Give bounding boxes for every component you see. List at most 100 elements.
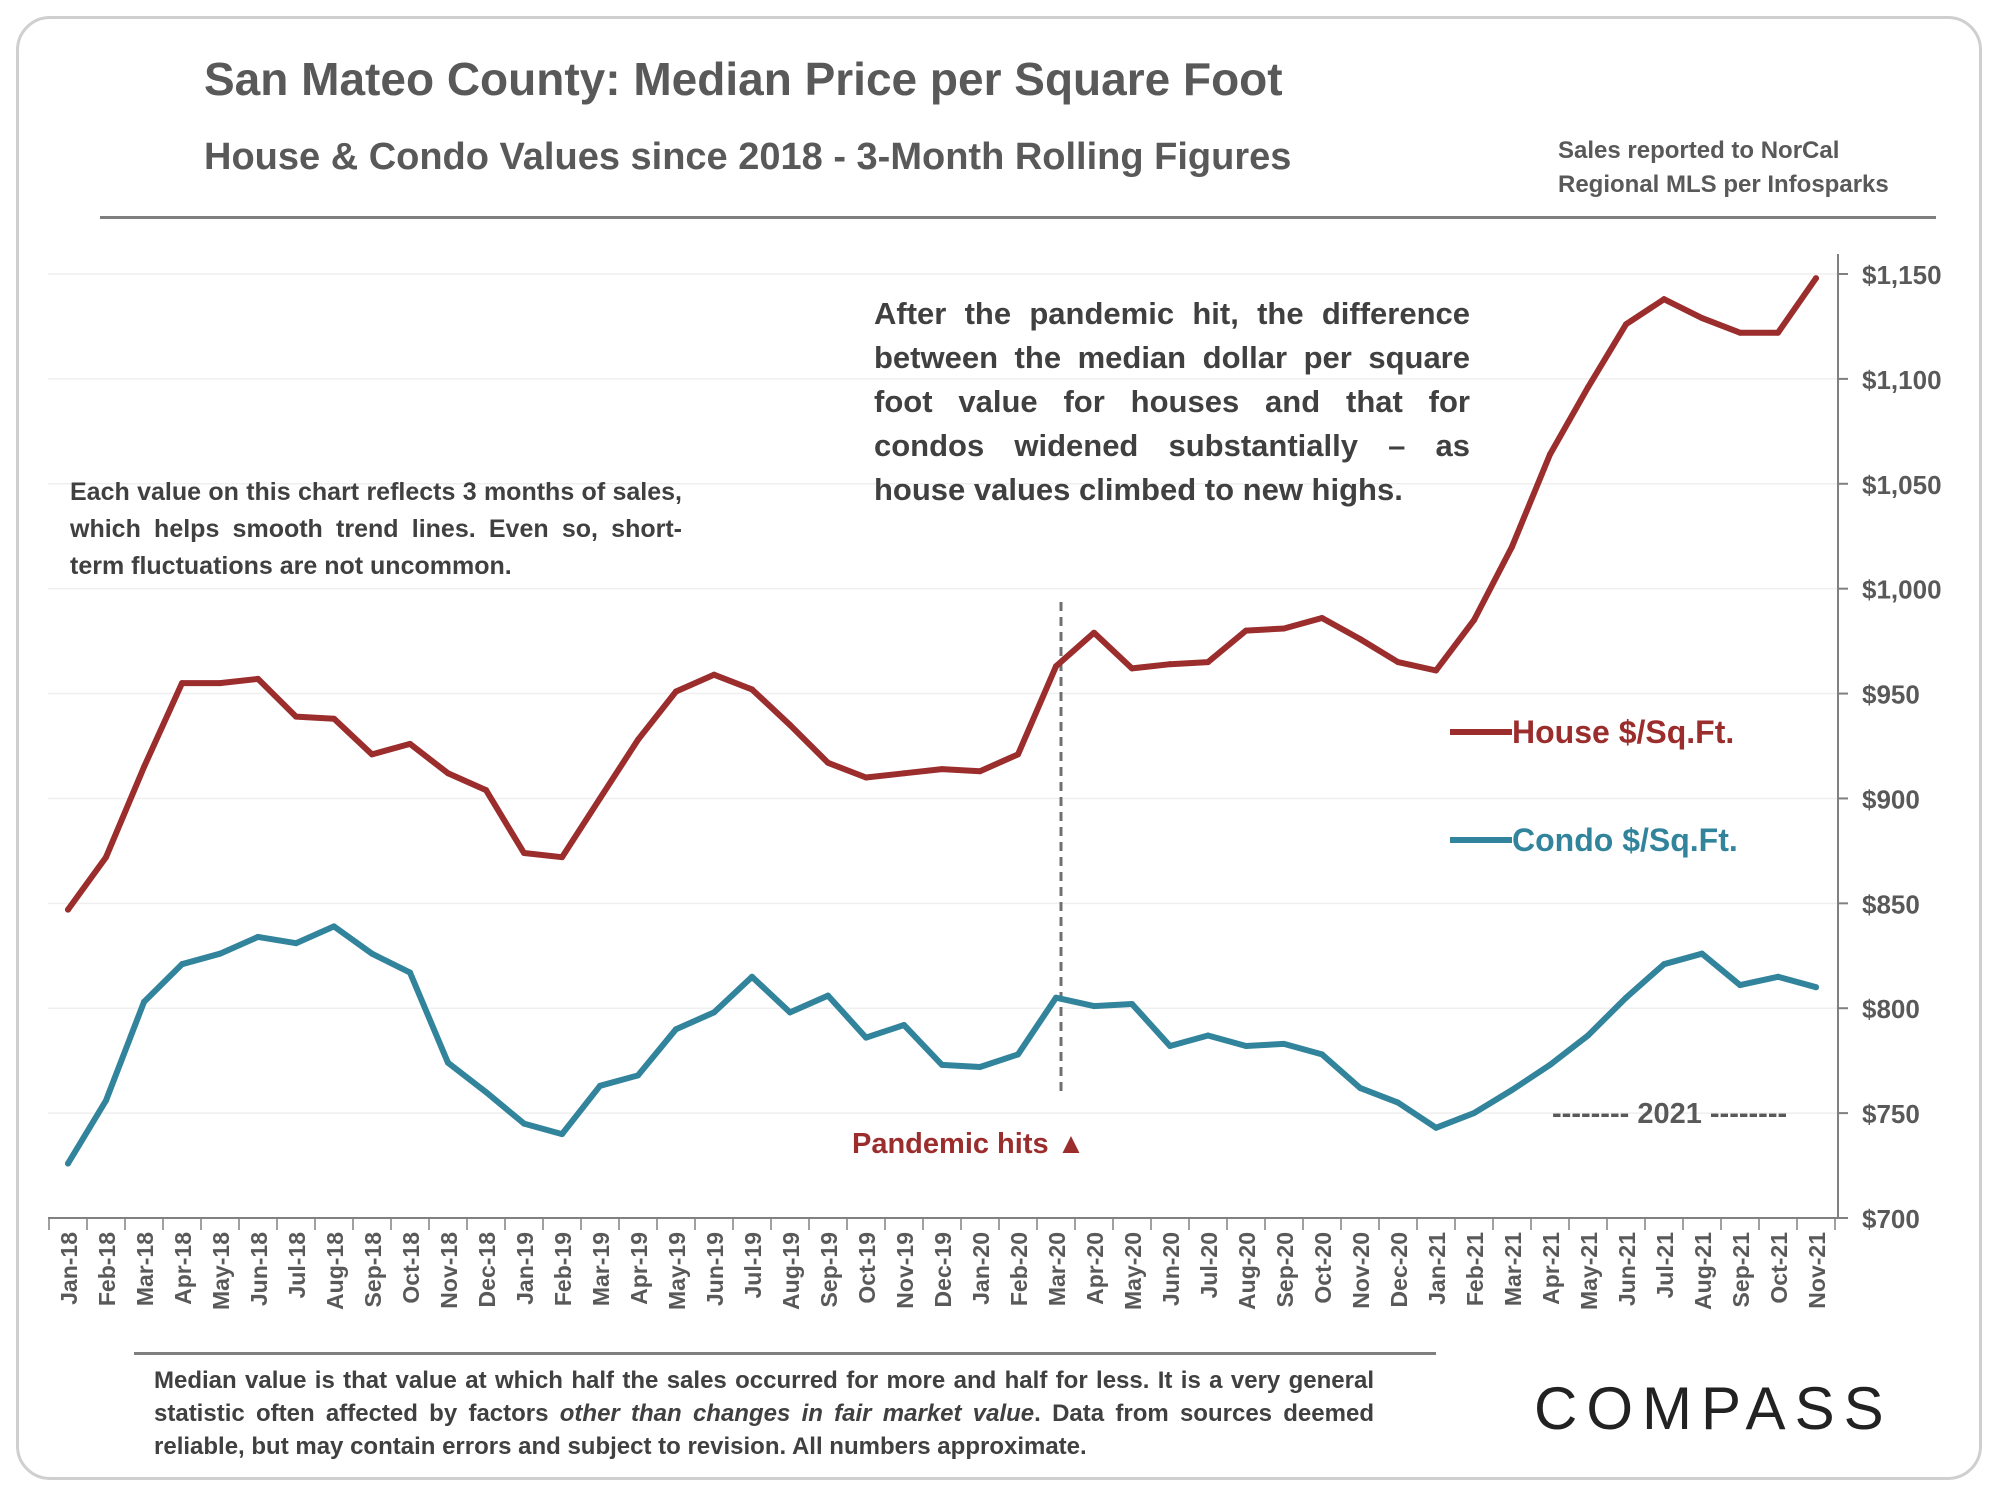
condo-point [1319,1051,1325,1058]
house-point [1395,659,1401,666]
y-tick-label: $700 [1862,1204,1920,1234]
house-point [1053,663,1059,670]
x-tick-label: Jun-21 [1614,1232,1640,1306]
house-point [255,675,261,682]
house-point [673,688,679,695]
condo-point [1737,982,1743,989]
condo-point [1699,950,1705,957]
x-tick-label: Sep-18 [360,1232,386,1308]
condo-point [521,1120,527,1127]
legend-house-label: House $/Sq.Ft. [1512,714,1735,750]
house-point [749,686,755,693]
house-point [597,795,603,802]
x-tick-label: Dec-20 [1386,1232,1412,1307]
house-point [445,770,451,777]
condo-point [597,1082,603,1089]
footnote: Median value is that value at which half… [154,1364,1374,1463]
house-point [521,849,527,856]
x-tick-label: Feb-19 [550,1232,576,1306]
house-point [1509,543,1515,550]
pandemic-label: Pandemic hits ▲ [852,1128,1086,1160]
condo-point [1813,984,1819,991]
x-tick-label: Jul-18 [284,1232,310,1299]
condo-point [635,1072,641,1079]
x-tick-label: Dec-18 [474,1232,500,1308]
house-point [483,787,489,794]
x-tick-label: Sep-19 [816,1232,842,1307]
house-point [1205,659,1211,666]
x-tick-label: Apr-20 [1082,1232,1108,1305]
footnote-text-2: . Data from sources deemed reliable, but… [154,1400,1374,1460]
x-tick-label: Jul-21 [1652,1232,1678,1299]
house-point [141,763,147,770]
condo-point [1661,961,1667,968]
condo-point [863,1034,869,1041]
condo-point [1091,1003,1097,1010]
house-point [1167,661,1173,668]
x-tick-label: Aug-21 [1690,1232,1716,1310]
x-tick-label: Nov-20 [1348,1232,1374,1309]
footnote-italic: other than changes in fair market value [559,1400,1035,1427]
condo-point [445,1059,451,1066]
x-tick-label: Feb-18 [94,1232,120,1306]
house-point [1813,275,1819,282]
y-tick-label: $1,150 [1862,260,1942,290]
condo-point [825,992,831,999]
x-tick-label: Jan-18 [56,1232,82,1305]
house-point [293,713,299,720]
condo-point [749,973,755,980]
condo-point [1623,994,1629,1001]
legend-condo-label: Condo $/Sq.Ft. [1512,822,1738,858]
x-tick-label: Apr-21 [1538,1232,1564,1305]
condo-point [1471,1110,1477,1117]
condo-point [1281,1040,1287,1047]
legend-condo: Condo $/Sq.Ft. [1450,822,1738,859]
header-divider [100,216,1936,219]
x-tick-label: Jan-19 [512,1232,538,1305]
house-point [217,680,223,687]
house-point [787,722,793,729]
house-point [1319,615,1325,622]
condo-point [1243,1042,1249,1049]
condo-point [179,961,185,968]
condo-point [103,1097,109,1104]
house-point [1775,329,1781,336]
x-tick-label: Oct-21 [1766,1232,1792,1304]
house-point [901,770,907,777]
condo-point [1167,1042,1173,1049]
x-tick-label: Nov-21 [1804,1232,1830,1309]
house-point [1357,636,1363,643]
house-point [65,906,71,913]
house-point [1699,315,1705,322]
x-tick-label: Apr-18 [170,1232,196,1305]
smoothing-note: Each value on this chart reflects 3 mont… [70,478,682,580]
house-point [179,680,185,687]
year-2021-label: -------- 2021 -------- [1552,1098,1788,1130]
x-tick-label: Nov-18 [436,1232,462,1309]
x-tick-label: May-21 [1576,1232,1602,1310]
pandemic-commentary: After the pandemic hit, the difference b… [874,296,1470,507]
x-tick-label: Aug-20 [1234,1232,1260,1310]
condo-point [369,950,375,957]
y-tick-label: $800 [1862,994,1920,1024]
footnote-text-1: Median value is that value at which half… [154,1367,1374,1427]
condo-point [483,1089,489,1096]
condo-point [1433,1124,1439,1131]
x-tick-label: Mar-21 [1500,1232,1526,1306]
house-point [331,715,337,722]
x-tick-label: Mar-19 [588,1232,614,1306]
x-tick-label: Oct-19 [854,1232,880,1304]
legend-house: House $/Sq.Ft. [1450,714,1734,751]
condo-point [217,950,223,957]
x-tick-label: Sep-20 [1272,1232,1298,1307]
house-point [1737,329,1743,336]
chart-subtitle: House & Condo Values since 2018 - 3-Mont… [204,136,1292,178]
compass-logo: COMPASS [1534,1375,1893,1442]
condo-point [141,998,147,1005]
x-tick-label: Jan-20 [968,1232,994,1305]
condo-point [711,1009,717,1016]
x-tick-label: Jul-20 [1196,1232,1222,1298]
x-tick-label: Mar-20 [1044,1232,1070,1306]
house-point [559,854,565,861]
x-tick-label: Jun-19 [702,1232,728,1306]
